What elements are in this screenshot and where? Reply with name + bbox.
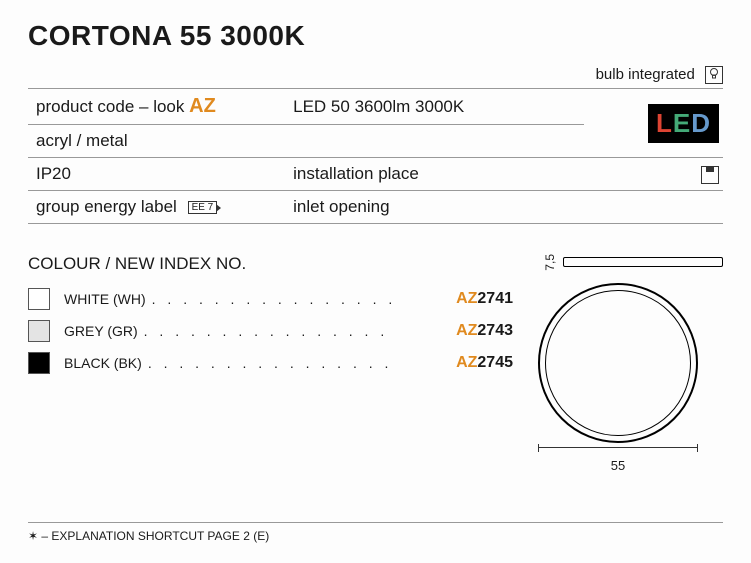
side-profile [563, 257, 723, 267]
led-e: E [673, 108, 691, 138]
ee-badge: EE 7 [188, 201, 218, 214]
colour-list: COLOUR / NEW INDEX NO. WHITE (WH). . . .… [28, 254, 513, 473]
empty-cell-1 [285, 125, 584, 158]
index-code: AZ2741 [456, 290, 513, 308]
ceiling-mount-icon [701, 166, 719, 184]
led-l: L [656, 108, 673, 138]
width-dimension: 55 [513, 458, 723, 473]
colour-swatch [28, 288, 50, 310]
colour-swatch [28, 320, 50, 342]
inlet-cell: inlet opening [285, 191, 584, 224]
energy-cell: group energy label EE 7 [28, 191, 285, 224]
width-dim-line [538, 447, 698, 448]
led-badge-cell: LED [584, 89, 723, 158]
ip-cell: IP20 [28, 158, 285, 191]
top-view-circle [538, 283, 698, 443]
footer-note: ✶ – EXPLANATION SHORTCUT PAGE 2 (E) [28, 522, 723, 543]
colour-name: GREY (GR) [64, 323, 138, 339]
index-code: AZ2743 [456, 322, 513, 340]
index-code: AZ2745 [456, 354, 513, 372]
product-code-prefix: AZ [189, 95, 216, 117]
installation-cell: installation place [285, 158, 584, 191]
leader-dots: . . . . . . . . . . . . . . . . [146, 291, 456, 307]
bulb-integrated-row: bulb integrated [28, 66, 723, 84]
colour-name: WHITE (WH) [64, 291, 146, 307]
colour-name: BLACK (BK) [64, 355, 142, 371]
product-title: CORTONA 55 3000K [28, 20, 723, 52]
spec-table: product code – look AZ LED 50 3600lm 300… [28, 88, 723, 224]
colour-row: WHITE (WH). . . . . . . . . . . . . . . … [28, 288, 513, 310]
colour-section: COLOUR / NEW INDEX NO. WHITE (WH). . . .… [28, 254, 723, 473]
bulb-integrated-label: bulb integrated [596, 66, 695, 83]
energy-label: group energy label [36, 197, 177, 216]
height-dimension: 7,5 [543, 254, 557, 271]
led-d: D [691, 108, 711, 138]
bulb-icon [705, 66, 723, 84]
dimension-diagram: 7,5 55 [513, 254, 723, 473]
product-code-label: product code – look [36, 97, 184, 116]
product-code-cell: product code – look AZ [28, 89, 285, 125]
colour-row: GREY (GR). . . . . . . . . . . . . . . .… [28, 320, 513, 342]
leader-dots: . . . . . . . . . . . . . . . . [138, 323, 456, 339]
empty-cell-2 [584, 191, 723, 224]
side-view: 7,5 [513, 254, 723, 271]
led-badge: LED [648, 104, 719, 143]
colour-row: BLACK (BK). . . . . . . . . . . . . . . … [28, 352, 513, 374]
colour-swatch [28, 352, 50, 374]
material-cell: acryl / metal [28, 125, 285, 158]
lamp-cell: LED 50 3600lm 3000K [285, 89, 584, 125]
leader-dots: . . . . . . . . . . . . . . . . [142, 355, 456, 371]
colour-heading: COLOUR / NEW INDEX NO. [28, 254, 513, 274]
install-icon-cell [584, 158, 723, 191]
